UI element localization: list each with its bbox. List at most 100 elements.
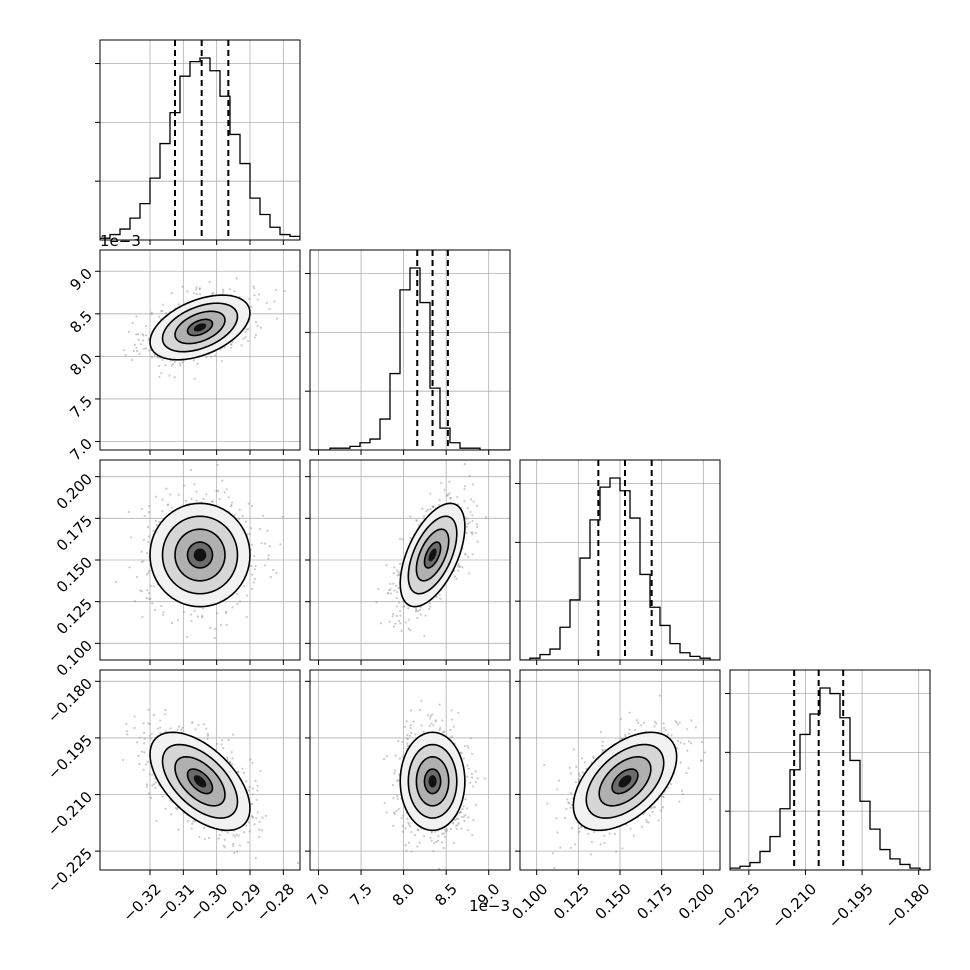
sample-point [268, 545, 271, 548]
sample-point [147, 722, 150, 725]
sample-point [428, 724, 431, 727]
sample-point [467, 556, 470, 559]
sample-point [220, 743, 223, 746]
sample-point [181, 726, 184, 729]
sample-point [257, 836, 261, 839]
sample-point [394, 622, 397, 625]
sample-point [254, 333, 258, 336]
sample-point [140, 507, 143, 511]
sample-point [471, 833, 474, 837]
sample-point [449, 728, 452, 732]
sample-point [466, 764, 469, 767]
sample-point [403, 725, 407, 728]
sample-point [438, 499, 441, 502]
sample-point [546, 802, 549, 805]
sample-point [181, 285, 184, 288]
sample-point [469, 498, 473, 501]
sample-point [253, 554, 256, 558]
sample-point [164, 713, 167, 716]
sample-point [195, 490, 198, 493]
sample-point [455, 818, 458, 821]
sample-point [202, 723, 206, 726]
sample-point [687, 767, 690, 770]
panel-content [310, 670, 510, 870]
contour-line [161, 515, 239, 595]
sample-point [247, 339, 250, 343]
sample-point [183, 484, 186, 487]
sample-point [459, 811, 462, 814]
histogram-step-2 [520, 477, 720, 660]
sample-point [202, 826, 206, 830]
sample-point [463, 819, 466, 823]
sample-point [468, 781, 472, 784]
sample-point [154, 608, 157, 612]
sample-point [159, 732, 162, 735]
sample-point [169, 813, 173, 816]
sample-point [148, 349, 151, 352]
sample-point [230, 751, 233, 754]
sample-point [190, 468, 193, 472]
sample-point [251, 787, 254, 790]
sample-point [223, 491, 226, 494]
sample-point [406, 817, 409, 820]
sample-point [210, 355, 213, 358]
sample-point [160, 310, 163, 313]
sample-point [430, 839, 433, 842]
sample-point [206, 732, 209, 736]
sample-point [195, 286, 198, 289]
sample-point [429, 717, 432, 720]
sample-point [429, 507, 432, 511]
sample-point [179, 364, 182, 367]
sample-point [441, 832, 444, 835]
sample-point [177, 493, 180, 496]
sample-point [400, 629, 403, 632]
sample-point [191, 822, 194, 825]
contour-line [399, 731, 466, 832]
sample-point [224, 612, 228, 615]
sample-point [164, 311, 168, 315]
sample-point [379, 622, 383, 625]
sample-point [121, 758, 125, 762]
sample-point [246, 327, 250, 331]
sample-point [404, 827, 407, 830]
sample-point [164, 807, 167, 810]
sample-point [407, 841, 411, 844]
sample-point [419, 613, 422, 616]
sample-point [246, 533, 249, 536]
sample-point [396, 794, 399, 798]
sample-point [410, 850, 413, 853]
sample-point [472, 500, 475, 503]
sample-point [161, 358, 164, 361]
sample-point [474, 531, 477, 534]
sample-point [135, 333, 138, 336]
sample-point [395, 779, 399, 782]
sample-point [232, 733, 235, 736]
sample-point [230, 505, 233, 508]
sample-point [393, 812, 397, 815]
sample-point [689, 742, 693, 745]
sample-point [385, 755, 388, 758]
sample-point [413, 834, 417, 837]
sample-point [230, 343, 233, 346]
sample-point [148, 597, 151, 601]
sample-point [663, 726, 666, 729]
sample-point [409, 724, 412, 727]
sample-point [252, 581, 255, 584]
sample-point [398, 757, 401, 760]
sample-point [222, 747, 225, 750]
sample-point [448, 492, 451, 495]
sample-point [407, 607, 410, 610]
sample-point [145, 334, 148, 337]
sample-point [409, 515, 412, 518]
sample-point [392, 824, 395, 827]
sample-point [388, 620, 391, 623]
sample-point [90, 578, 92, 580]
sample-point [206, 737, 209, 741]
sample-point [465, 531, 468, 535]
sample-point [429, 836, 432, 839]
contour-line [415, 755, 450, 807]
sample-point [150, 313, 153, 316]
sample-point [427, 713, 430, 717]
sample-point [392, 572, 395, 575]
sample-point [220, 360, 223, 363]
